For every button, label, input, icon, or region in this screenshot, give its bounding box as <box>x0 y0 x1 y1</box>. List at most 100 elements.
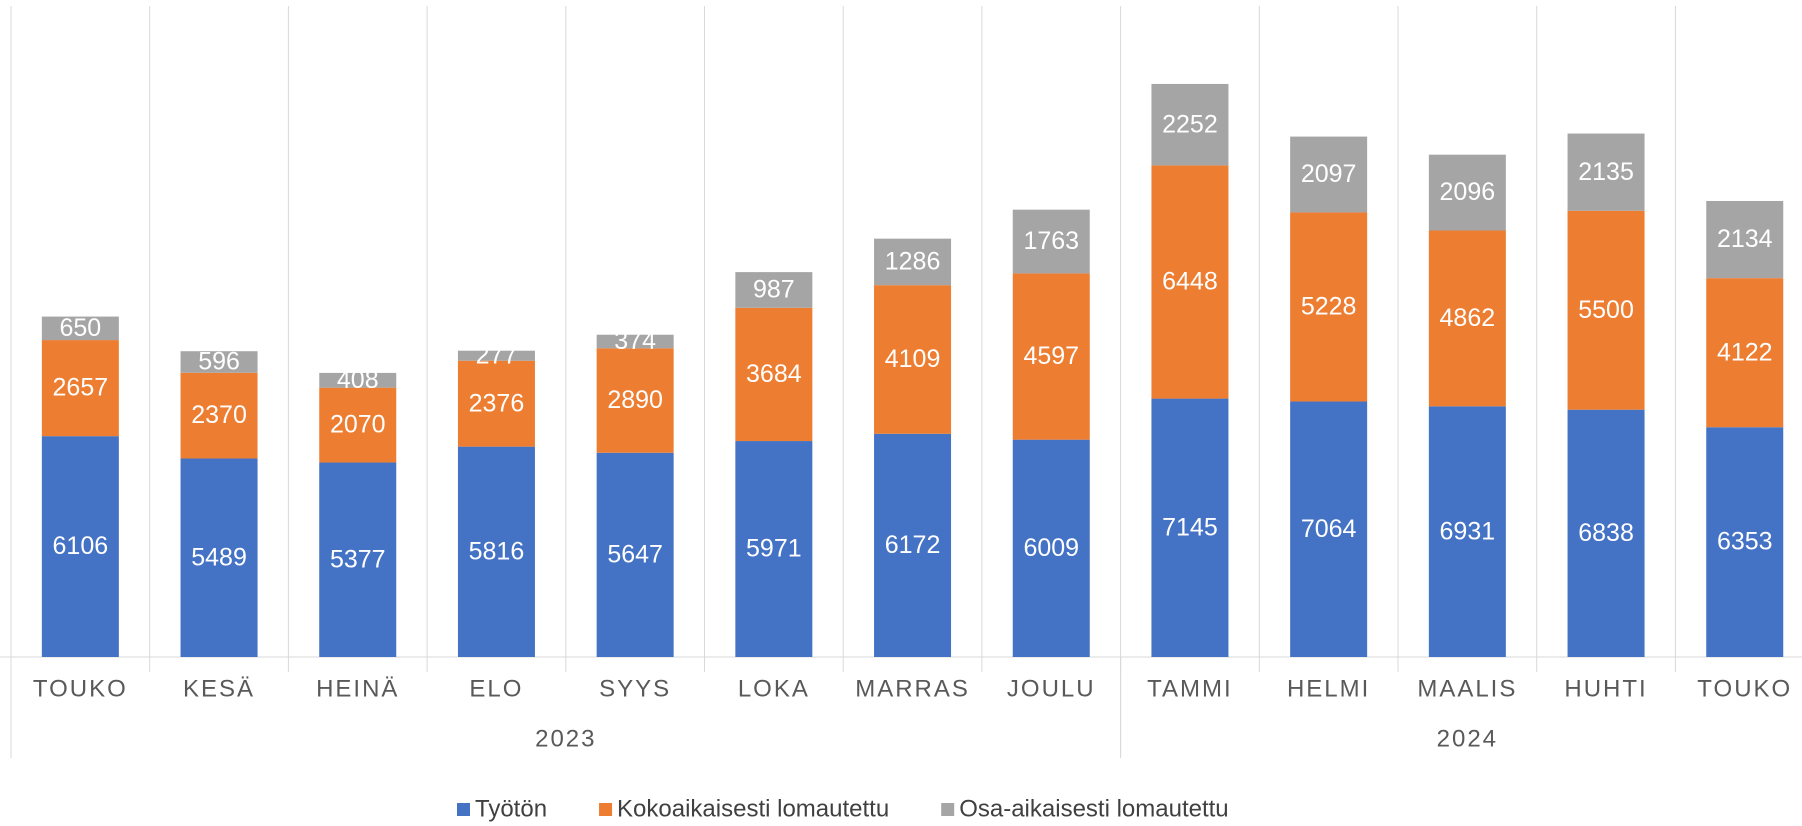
bar-segment <box>1567 409 1645 657</box>
bar-segment <box>1290 212 1368 402</box>
bar-segment <box>41 316 119 341</box>
value-label: 3684 <box>746 360 802 388</box>
value-label: 6106 <box>53 532 109 560</box>
legend-label: Työtön <box>475 795 547 822</box>
bar-segment <box>1151 83 1229 166</box>
bar-segment <box>319 462 397 657</box>
bar-segment <box>1706 278 1784 428</box>
bar-segment <box>1706 200 1784 279</box>
value-label: 2252 <box>1162 110 1218 138</box>
bar-segment <box>874 433 952 657</box>
value-label: 6931 <box>1440 517 1496 545</box>
value-label: 2070 <box>330 411 386 439</box>
value-label: 4862 <box>1440 304 1496 332</box>
value-label: 4597 <box>1023 342 1079 370</box>
bar-segment <box>457 350 535 361</box>
value-label: 2135 <box>1578 158 1634 186</box>
bar-segment <box>596 452 674 657</box>
value-label: 7145 <box>1162 513 1218 541</box>
x-tick-label: HELMI <box>1287 675 1370 702</box>
bar-segment <box>1567 133 1645 211</box>
value-label: 5816 <box>469 537 525 565</box>
x-tick-label: TOUKO <box>1697 675 1792 702</box>
x-tick-label: SYYS <box>599 675 671 702</box>
x-tick-label: TOUKO <box>33 675 128 702</box>
value-label: 6172 <box>885 531 941 559</box>
bar-segment <box>180 372 258 459</box>
legend-swatch <box>599 803 613 816</box>
bar-segment <box>735 441 813 657</box>
bar-segment <box>180 458 258 657</box>
value-label: 2657 <box>53 374 109 402</box>
value-label: 5971 <box>746 535 802 563</box>
value-label: 5500 <box>1578 296 1634 324</box>
value-label: 2376 <box>469 389 525 417</box>
value-label: 987 <box>753 276 795 304</box>
value-label: 1763 <box>1023 227 1079 255</box>
value-label: 5647 <box>607 540 663 568</box>
x-tick-label: HEINÄ <box>316 675 399 702</box>
bar-segment <box>1012 209 1090 274</box>
bar-segment <box>319 387 397 463</box>
group-label: 2023 <box>535 725 596 752</box>
value-label: 374 <box>614 327 656 355</box>
x-tick-label: MAALIS <box>1417 675 1517 702</box>
bar-segment <box>735 272 813 308</box>
value-label: 650 <box>59 314 101 342</box>
value-label: 2097 <box>1301 160 1357 188</box>
bar-segment <box>41 340 119 437</box>
x-tick-label: LOKA <box>738 675 810 702</box>
bar-segment <box>1428 154 1506 231</box>
group-label: 2024 <box>1437 725 1498 752</box>
bar-segment <box>1428 230 1506 407</box>
bar-segment <box>1151 398 1229 657</box>
x-tick-label: ELO <box>469 675 523 702</box>
legend-swatch <box>457 803 470 816</box>
bar-segment <box>457 360 535 447</box>
bar-segment <box>1567 210 1645 410</box>
bar-segment <box>1151 165 1229 399</box>
value-label: 596 <box>198 348 240 376</box>
value-label: 6448 <box>1162 268 1218 296</box>
bar-segment <box>41 436 119 657</box>
value-label: 6009 <box>1023 534 1079 562</box>
legend-swatch <box>941 803 955 816</box>
bar-segment <box>1012 273 1090 440</box>
value-label: 5489 <box>191 543 247 571</box>
bar-segment <box>1290 136 1368 213</box>
value-label: 5377 <box>330 545 386 573</box>
bar-segment <box>319 372 397 388</box>
bar-segment <box>457 446 535 657</box>
bar-segment <box>1428 406 1506 657</box>
value-label: 4122 <box>1717 338 1773 366</box>
value-label: 6838 <box>1578 519 1634 547</box>
value-label: 6353 <box>1717 528 1773 556</box>
x-tick-label: TAMMI <box>1147 675 1233 702</box>
value-label: 277 <box>476 341 518 369</box>
bar-segment <box>874 285 952 434</box>
bar-segment <box>596 334 674 349</box>
bar-segment <box>735 307 813 442</box>
bar-segment <box>180 351 258 373</box>
value-label: 1286 <box>885 248 941 276</box>
value-label: 4109 <box>885 345 941 373</box>
legend-label: Osa-aikaisesti lomautettu <box>959 795 1228 822</box>
x-tick-label: MARRAS <box>855 675 970 702</box>
x-tick-label: HUHTI <box>1564 675 1647 702</box>
value-label: 5228 <box>1301 293 1357 321</box>
value-label: 2370 <box>191 401 247 429</box>
bar-segment <box>1012 439 1090 657</box>
value-label: 2890 <box>607 386 663 414</box>
x-tick-label: JOULU <box>1007 675 1096 702</box>
legend-label: Kokoaikaisesti lomautettu <box>617 795 889 822</box>
bar-segment <box>1290 401 1368 657</box>
x-tick-label: KESÄ <box>183 675 255 702</box>
value-label: 2134 <box>1717 225 1773 253</box>
value-label: 7064 <box>1301 515 1357 543</box>
bar-segment <box>596 348 674 453</box>
bar-segment <box>1706 427 1784 657</box>
value-label: 408 <box>337 366 379 394</box>
value-label: 2096 <box>1440 178 1496 206</box>
bar-segment <box>874 238 952 286</box>
